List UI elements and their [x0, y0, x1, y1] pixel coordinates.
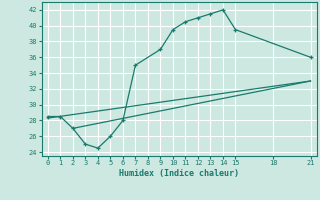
X-axis label: Humidex (Indice chaleur): Humidex (Indice chaleur) [119, 169, 239, 178]
